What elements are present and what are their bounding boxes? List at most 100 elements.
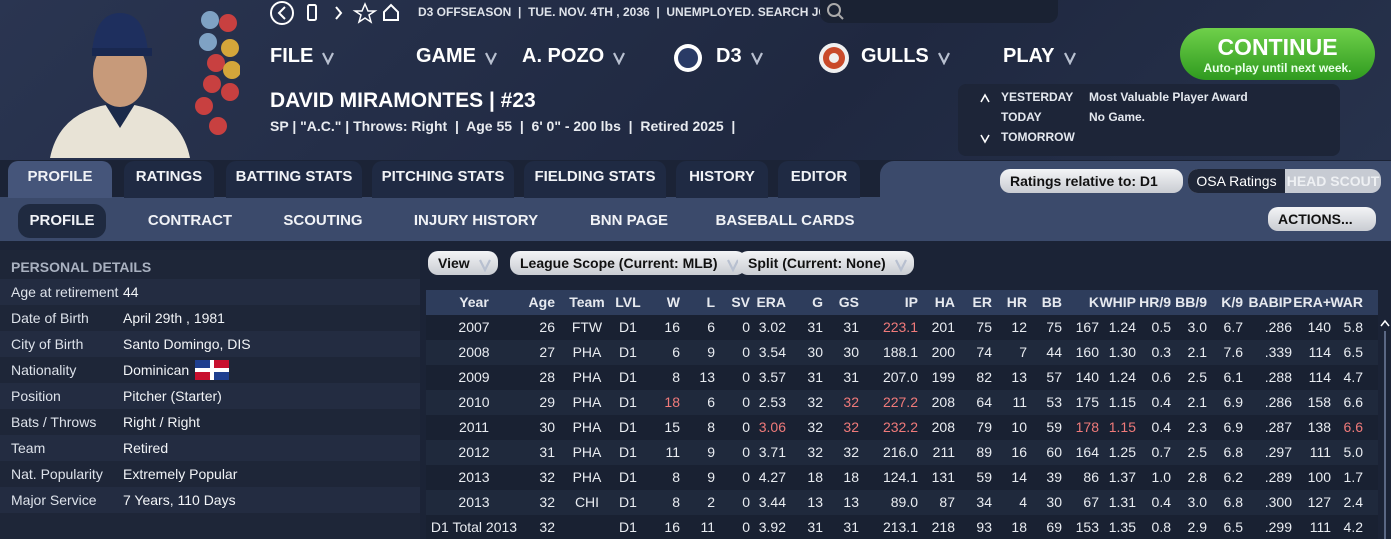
column-header[interactable]: BABIP [1248,294,1292,310]
column-header[interactable]: Year [459,294,489,310]
column-header[interactable]: L [706,294,715,310]
table-cell: 0 [742,419,750,435]
column-header[interactable]: GS [838,294,859,310]
column-header[interactable]: G [812,294,823,310]
filter-dropdown[interactable]: View [428,251,498,275]
chevron [322,52,334,65]
column-header[interactable]: BB [1041,294,1062,310]
menu-item[interactable]: FILE [270,45,314,67]
table-cell: 9 [707,469,715,485]
table-cell: 89 [976,444,992,460]
column-header[interactable]: ERA+ [1293,294,1331,310]
subtab[interactable]: BNN PAGE [589,212,669,229]
table-cell: 6 [672,344,680,360]
menu-item[interactable]: GULLS [861,45,929,67]
tab[interactable]: FIELDING STATS [524,161,666,198]
column-header[interactable]: BB/9 [1175,294,1207,310]
table-cell: 114 [1308,344,1331,360]
tab[interactable]: HISTORY [676,161,768,198]
table-cell: 2.8 [1187,469,1207,485]
column-header[interactable]: Team [569,294,605,310]
table-cell: 1.15 [1108,419,1136,435]
scrollbar[interactable] [1379,316,1391,539]
table-cell: 2007 [458,319,490,335]
table-cell: 18 [807,469,823,485]
table-cell: 160 [1075,344,1099,360]
continue-button[interactable]: CONTINUE Auto-play until next week. [1180,28,1375,80]
column-header[interactable]: SV [731,294,750,310]
menu-item[interactable]: PLAY [1003,45,1055,67]
table-cell: D1 [619,369,637,385]
table-cell: 1.25 [1108,444,1136,460]
column-header[interactable]: IP [904,294,918,310]
column-header[interactable]: K/9 [1221,294,1243,310]
table-cell: 13 [699,369,715,385]
filter-dropdown[interactable]: Split (Current: None) [738,251,914,275]
column-header[interactable]: ERA [756,294,786,310]
column-header[interactable]: W [666,294,680,310]
column-header[interactable]: HR [1006,294,1027,310]
table-cell: 2.3 [1187,419,1207,435]
toggle-option[interactable]: HEAD SCOUT [1286,173,1380,189]
subtab[interactable]: SCOUTING [283,212,363,229]
table-cell: 30 [843,344,859,360]
table-cell: 93 [976,519,992,535]
status-text[interactable]: UNEMPLOYED. SEARCH JOBS... [666,5,855,19]
menu-item[interactable]: GAME [416,45,476,67]
detail-label: Nat. Popularity [11,466,103,482]
table-cell: 86 [1083,469,1099,485]
table-cell: 89.0 [890,494,918,510]
detail-label: City of Birth [11,336,84,352]
tab[interactable]: PITCHING STATS [372,161,514,198]
column-header[interactable]: Age [528,294,555,310]
search-box[interactable] [820,0,1058,23]
ratings-dropdown[interactable]: Ratings relative to: D1 [1000,169,1183,193]
subtab[interactable]: BASEBALL CARDS [715,212,855,229]
actions-button[interactable]: ACTIONS... [1268,207,1376,231]
column-header[interactable]: WAR [1330,294,1363,310]
menu-item[interactable]: A. POZO [522,45,605,67]
table-cell: 138 [1307,419,1331,435]
detail-value: Extremely Popular [123,466,238,482]
tab[interactable]: PROFILE [8,161,112,198]
subtab[interactable]: PROFILE [18,204,106,238]
subtab[interactable]: CONTRACT [147,212,233,229]
table-cell: 30 [539,419,555,435]
table-cell: 59 [1046,419,1062,435]
column-header[interactable]: ER [972,294,992,310]
table-cell: 3.0 [1187,319,1207,335]
schedule-arrows[interactable] [979,92,991,148]
tab[interactable]: BATTING STATS [226,161,362,198]
table-cell: 207.0 [882,369,918,385]
column-header[interactable]: HA [934,294,955,310]
nav-icons[interactable] [266,0,416,26]
toggle-option[interactable]: OSA Ratings [1188,169,1285,193]
filter-dropdown[interactable]: League Scope (Current: MLB) [510,251,746,275]
column-header[interactable]: K [1088,294,1099,310]
column-header[interactable]: WHIP [1099,294,1136,310]
table-cell: 3.02 [758,319,786,335]
column-header[interactable]: HR/9 [1139,294,1171,310]
table-cell: 31 [843,519,859,535]
detail-row [0,331,420,357]
menu-item[interactable]: D3 [716,45,742,67]
table-cell: 2.53 [758,394,786,410]
table-cell: 0.6 [1151,369,1171,385]
subtab[interactable]: INJURY HISTORY [413,212,539,229]
column-header[interactable]: LVL [615,294,641,310]
tab[interactable]: EDITOR [778,161,860,198]
table-cell: 6 [707,394,715,410]
table-cell: 2008 [458,344,490,360]
tab[interactable]: RATINGS [124,161,214,198]
ratings-toggle[interactable]: OSA Ratings HEAD SCOUT [1188,169,1381,193]
table-cell: 2009 [458,369,490,385]
table-cell: 232.2 [882,419,918,435]
table-cell: 1.7 [1343,469,1363,485]
detail-value: 44 [123,284,139,300]
table-cell: 32 [807,419,823,435]
table-cell: 60 [1046,444,1062,460]
status-text: TUE. NOV. 4TH , 2036 [528,5,650,19]
table-cell: 211 [932,444,955,460]
table-cell: 31 [843,369,859,385]
table-cell: 7 [1019,344,1027,360]
